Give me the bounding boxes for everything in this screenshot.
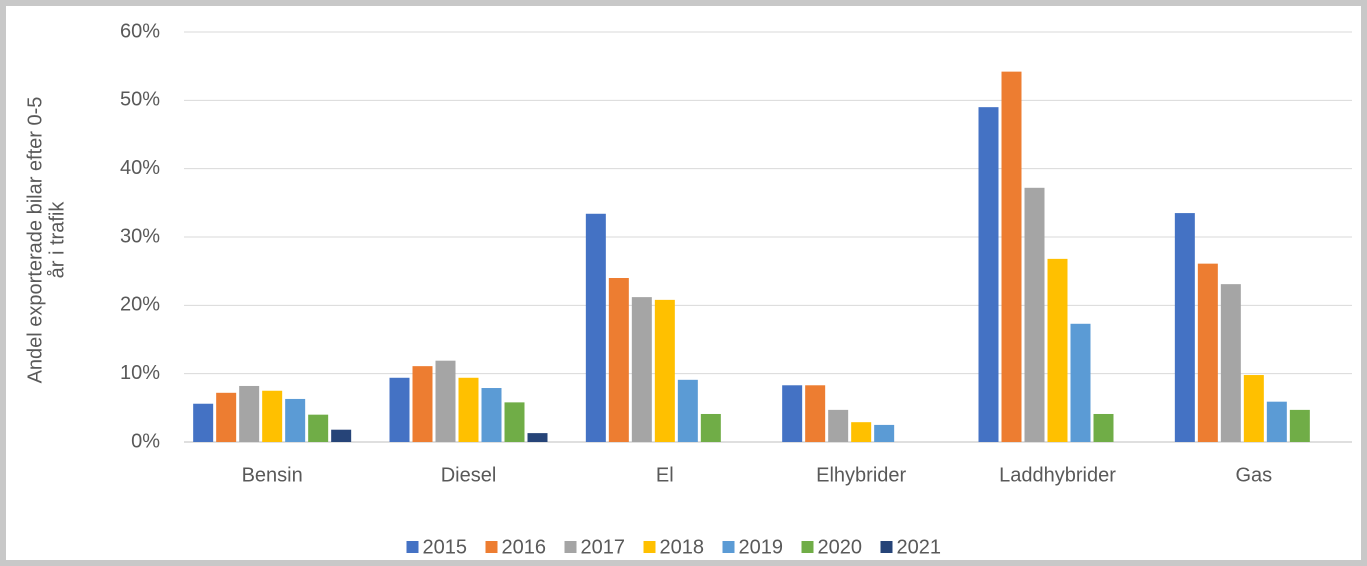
bar [527,433,548,442]
y-tick-label: 50% [120,89,160,111]
legend-label: 2017 [581,536,626,558]
bar [1070,323,1091,442]
bar [216,392,237,442]
x-tick-label: Laddhybrider [999,464,1116,486]
bar [1174,213,1195,442]
y-tick-label: 60% [120,20,160,42]
legend-label: 2019 [739,536,784,558]
bar [782,385,803,442]
bar [1093,413,1114,442]
bar [805,385,826,442]
bar [435,360,456,442]
bar [654,299,675,442]
y-axis-label: år i trafik [46,201,68,279]
bar [239,385,260,442]
bar [481,388,502,442]
bar [504,402,525,442]
bar [851,422,872,442]
bar [458,377,479,442]
bar [1001,71,1022,442]
legend-swatch [880,541,893,553]
legend-swatch [564,541,577,553]
legend-label: 2020 [818,536,863,558]
y-tick-label: 20% [120,294,160,316]
bar [631,297,652,442]
legend-label: 2021 [897,536,942,558]
bar [262,390,283,442]
bar [389,377,410,442]
y-tick-label: 10% [120,362,160,384]
x-tick-label: Gas [1235,464,1272,486]
bar [285,398,306,442]
y-tick-label: 30% [120,225,160,247]
y-tick-label: 0% [131,430,160,452]
legend-label: 2016 [502,536,547,558]
bar [412,366,433,442]
bar [1266,401,1287,442]
y-tick-label: 40% [120,157,160,179]
legend-swatch [485,541,498,553]
bar [193,403,214,442]
bar [1047,258,1068,442]
x-tick-label: Elhybrider [816,464,906,486]
legend-swatch [406,541,419,553]
bar [828,409,849,442]
y-axis-label: Andel exporterade bilar efter 0-5 [24,97,46,384]
bar [1243,375,1264,442]
legend-label: 2018 [660,536,705,558]
x-tick-label: Bensin [242,464,303,486]
bar [874,424,895,442]
bar [700,413,721,442]
legend-swatch [643,541,656,553]
legend-swatch [722,541,735,553]
bar [608,278,629,442]
bar [677,379,698,442]
x-tick-label: Diesel [441,464,497,486]
x-tick-label: El [656,464,674,486]
bar [308,414,329,442]
legend-label: 2015 [423,536,468,558]
bar [978,107,999,443]
bar [1197,263,1218,442]
bar [1289,409,1310,442]
bar [585,213,606,442]
legend-swatch [801,541,814,553]
bar [1024,187,1045,442]
bar [1220,284,1241,442]
bar [331,429,352,442]
